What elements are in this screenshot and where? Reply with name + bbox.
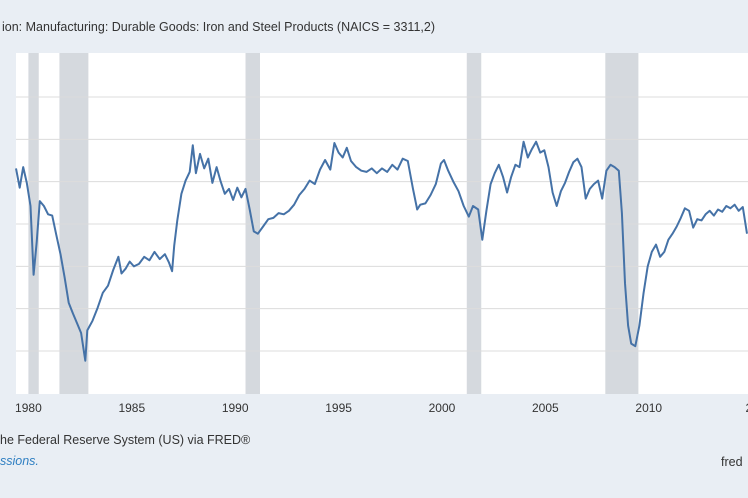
x-tick-label: 2010 xyxy=(635,401,662,415)
chart-title: ion: Manufacturing: Durable Goods: Iron … xyxy=(2,20,435,34)
x-tick-label: 20 xyxy=(745,401,748,415)
fred-logo-text: fred xyxy=(721,455,743,469)
x-tick-label: 1985 xyxy=(118,401,145,415)
x-tick-label: 2000 xyxy=(429,401,456,415)
x-tick-label: 1990 xyxy=(222,401,249,415)
x-tick-label: 2005 xyxy=(532,401,559,415)
x-tick-label: 1995 xyxy=(325,401,352,415)
x-tick-label: 1980 xyxy=(15,401,42,415)
series-line xyxy=(15,140,748,362)
source-note: he Federal Reserve System (US) via FRED® xyxy=(0,433,251,447)
series-layer xyxy=(15,140,748,362)
permissions-link[interactable]: ssions. xyxy=(0,454,39,468)
line-chart: 1980 1985 1990 1995 2000 2005 2010 20 xyxy=(15,53,748,415)
x-axis-ticks: 1980 1985 1990 1995 2000 2005 2010 20 xyxy=(15,401,748,415)
